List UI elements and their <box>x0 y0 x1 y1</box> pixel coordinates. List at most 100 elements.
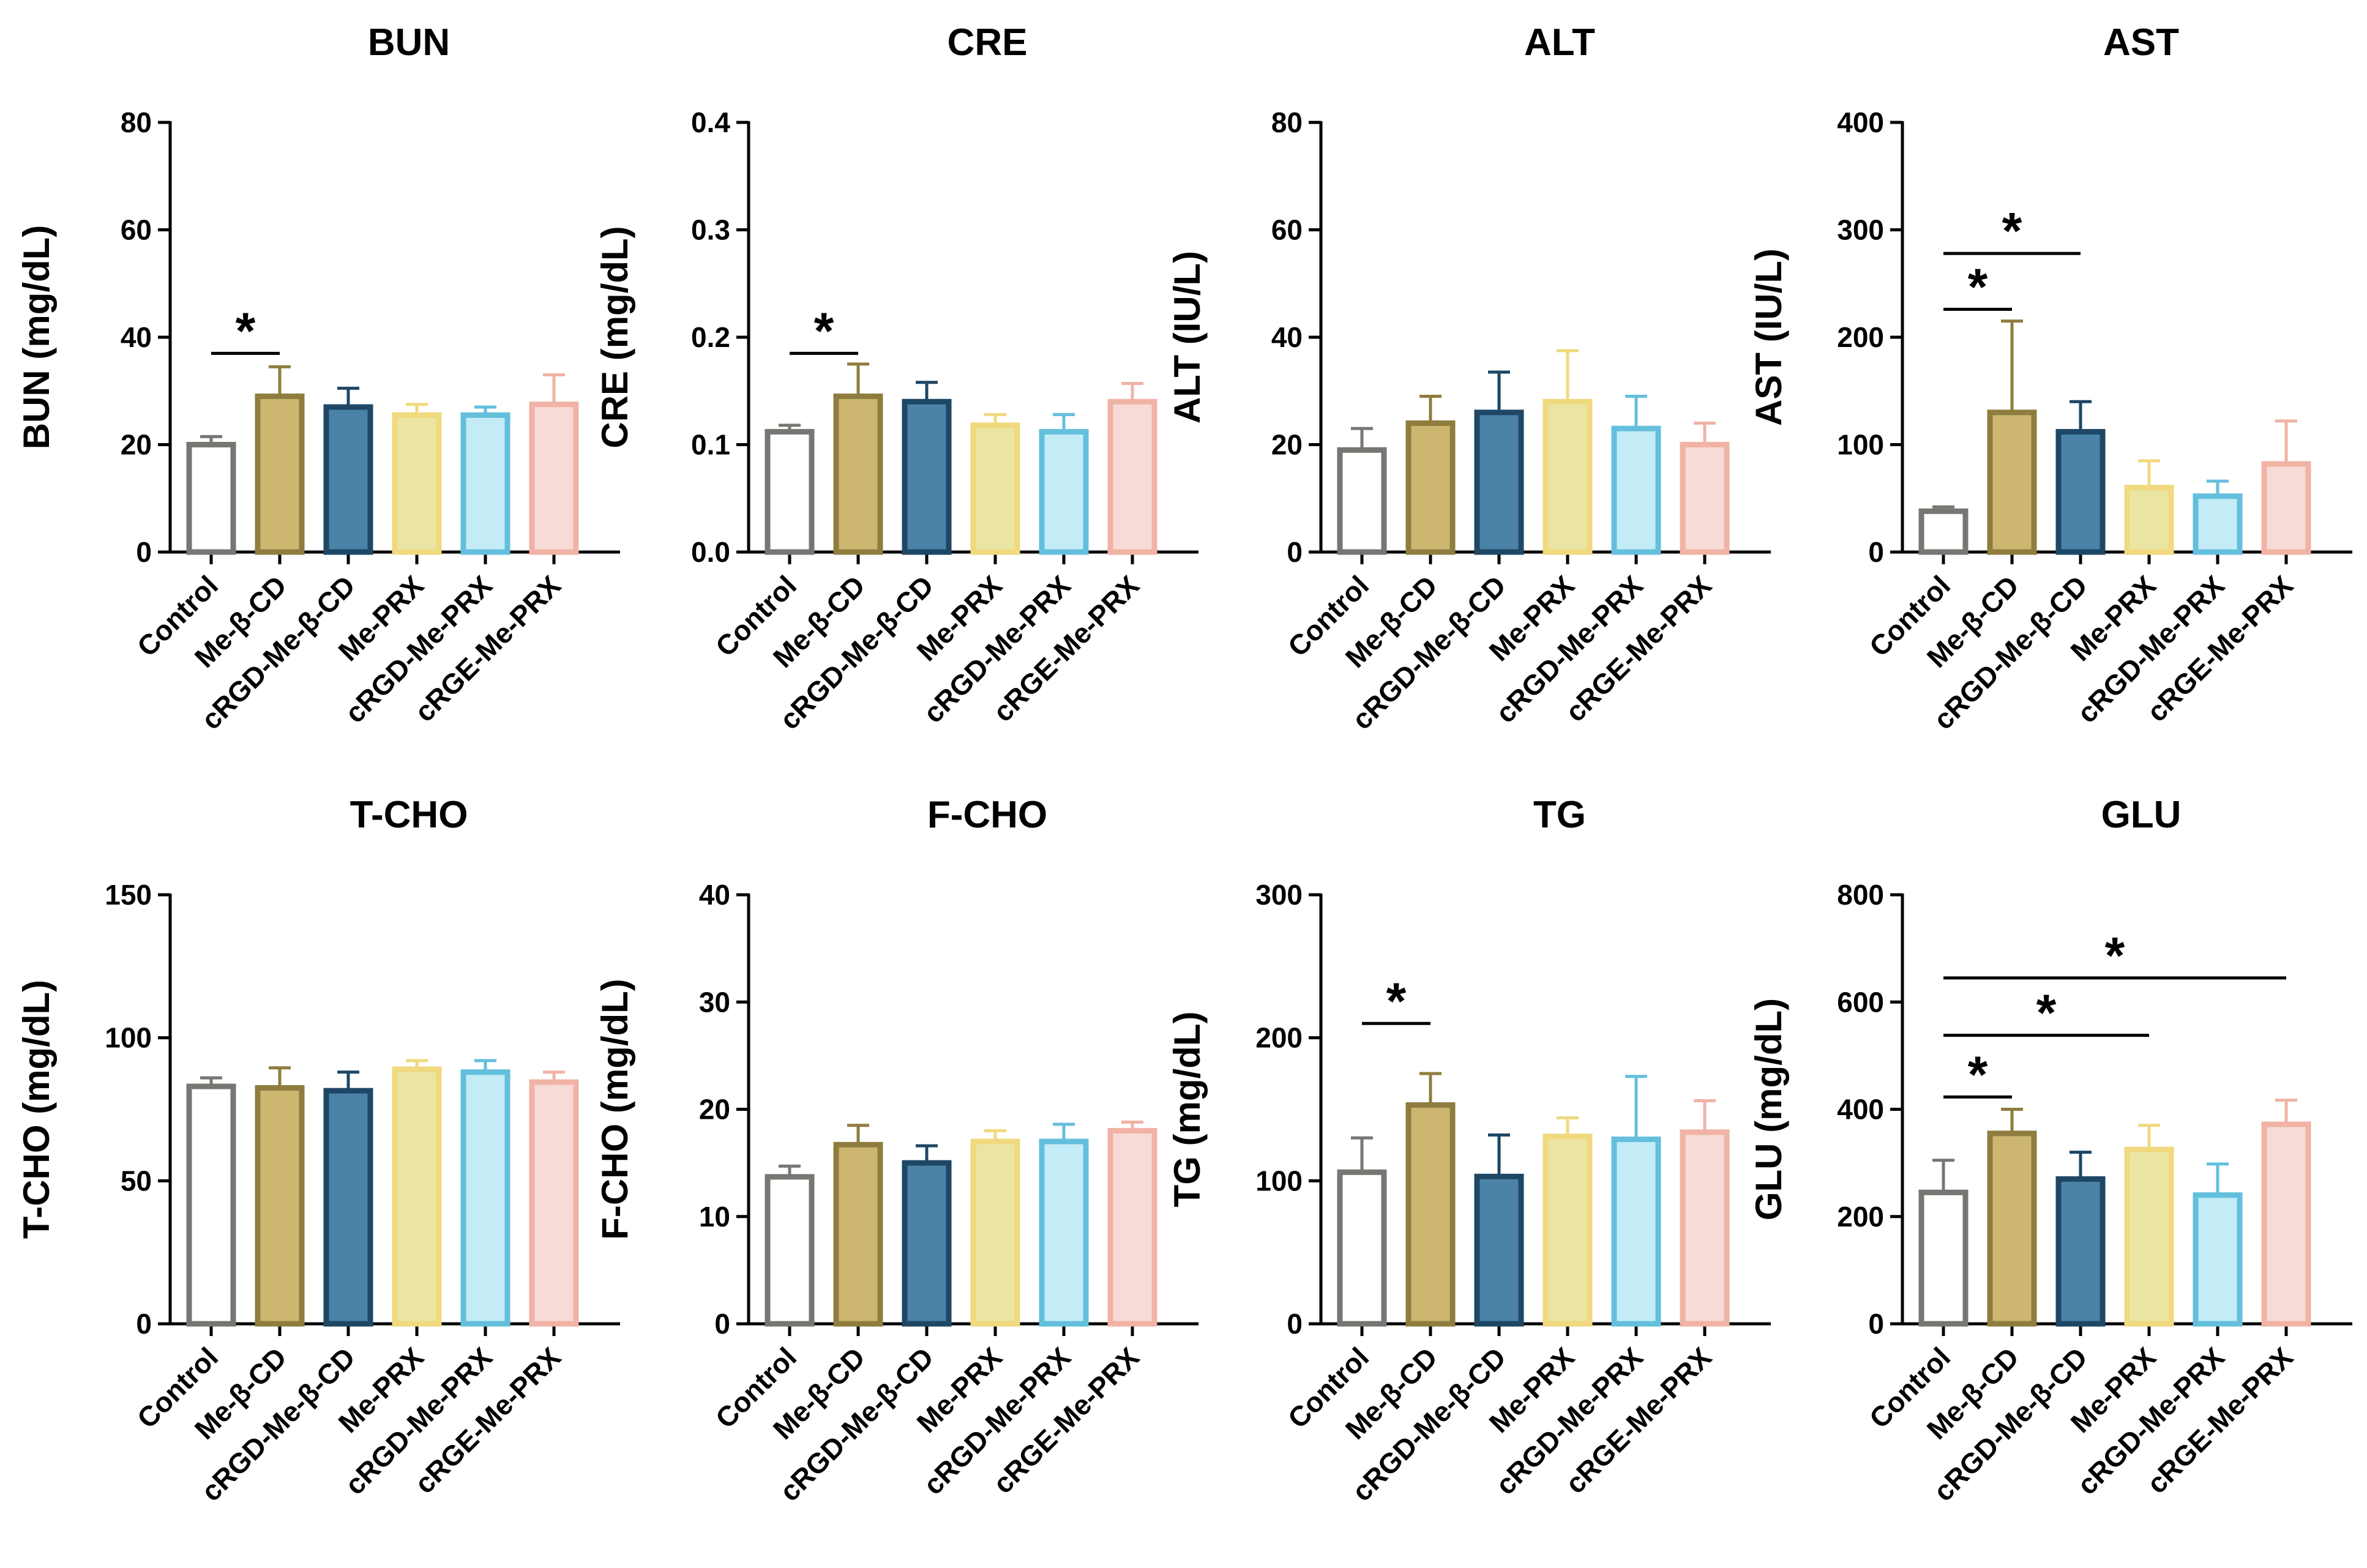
significance-star: * <box>814 302 834 359</box>
significance-star: * <box>1968 1045 1988 1103</box>
bar-crgd-me-cd <box>2055 428 2106 555</box>
y-tick-label: 40 <box>1271 321 1303 353</box>
bar-crge-me-prx <box>1107 398 1157 555</box>
bar-crge-me-prx <box>1680 442 1730 555</box>
y-tick-label: 400 <box>1837 1094 1884 1126</box>
bar-crgd-me-cd <box>2055 1176 2106 1327</box>
y-tick-label: 10 <box>699 1201 730 1233</box>
bar-me-prx <box>2124 1146 2174 1327</box>
y-tick-label: 0 <box>1287 1308 1303 1340</box>
bar-me-prx <box>392 412 442 555</box>
bar-me-cd <box>255 1085 305 1327</box>
panel-title: TG <box>1533 794 1586 836</box>
significance-star: * <box>2105 927 2125 984</box>
y-tick-label: 150 <box>105 879 152 911</box>
y-axis-title: TG (mg/dL) <box>1167 1012 1208 1208</box>
y-tick-label: 0 <box>1868 1308 1884 1340</box>
bar-crgd-me-cd <box>1474 1173 1524 1327</box>
y-tick-label: 0.0 <box>691 536 730 568</box>
bar-me-cd <box>833 1141 883 1327</box>
y-tick-label: 0.2 <box>691 321 730 353</box>
bar-control <box>186 1083 236 1327</box>
y-tick-label: 600 <box>1837 986 1884 1018</box>
panel-title: F-CHO <box>927 794 1047 836</box>
y-axis-title: BUN (mg/dL) <box>16 225 57 450</box>
bar-crge-me-prx <box>1680 1129 1730 1327</box>
y-tick-label: 20 <box>1271 429 1303 461</box>
bar-crgd-me-cd <box>1474 409 1524 555</box>
y-axis-title: CRE (mg/dL) <box>594 226 635 448</box>
bar-crge-me-prx <box>529 1079 579 1327</box>
bar-control <box>1337 1169 1387 1327</box>
y-tick-label: 200 <box>1255 1022 1303 1054</box>
bar-crgd-me-prx <box>2193 1192 2243 1327</box>
bar-me-prx <box>1542 1133 1593 1327</box>
bar-me-prx <box>2124 485 2174 555</box>
bar-crgd-me-cd <box>323 404 373 555</box>
significance-star: * <box>1968 258 1988 315</box>
bar-crgd-me-prx <box>460 412 510 555</box>
y-axis-title: GLU (mg/dL) <box>1748 998 1789 1220</box>
significance-star: * <box>2036 984 2057 1042</box>
y-tick-label: 300 <box>1837 214 1884 246</box>
bar-crgd-me-prx <box>460 1069 510 1327</box>
y-tick-label: 300 <box>1255 879 1303 911</box>
y-axis-title: AST (IU/L) <box>1748 248 1789 426</box>
bar-me-prx <box>1542 398 1593 555</box>
y-tick-label: 0 <box>714 1308 730 1340</box>
y-tick-label: 400 <box>1837 106 1884 138</box>
y-tick-label: 0.1 <box>691 429 730 461</box>
y-tick-label: 20 <box>121 429 152 461</box>
bar-crgd-me-cd <box>902 398 952 555</box>
y-tick-label: 0.4 <box>691 106 730 138</box>
y-tick-label: 30 <box>699 986 730 1018</box>
y-tick-label: 80 <box>121 106 152 138</box>
bar-crgd-me-prx <box>1611 1137 1661 1327</box>
panel-title: T-CHO <box>350 794 468 836</box>
bar-crgd-me-prx <box>1039 428 1089 555</box>
y-axis-title: F-CHO (mg/dL) <box>594 979 635 1240</box>
y-tick-label: 100 <box>1837 429 1884 461</box>
bar-crge-me-prx <box>529 401 579 555</box>
bar-me-cd <box>833 394 883 555</box>
y-axis-title: ALT (IU/L) <box>1167 251 1208 424</box>
bar-crge-me-prx <box>2261 461 2311 555</box>
bar-control <box>1918 1189 1969 1327</box>
bar-me-cd <box>1987 1130 2037 1327</box>
y-tick-label: 40 <box>121 321 152 353</box>
bar-control <box>1337 447 1387 555</box>
y-tick-label: 50 <box>121 1165 152 1197</box>
panel-title: CRE <box>948 21 1028 64</box>
bar-me-cd <box>1405 420 1456 555</box>
y-tick-label: 0 <box>136 1308 152 1340</box>
significance-star: * <box>236 302 256 359</box>
y-tick-label: 80 <box>1271 106 1303 138</box>
bar-me-prx <box>970 1138 1020 1327</box>
y-axis-title: T-CHO (mg/dL) <box>16 980 57 1239</box>
y-tick-label: 100 <box>105 1022 152 1054</box>
bar-me-cd <box>1987 409 2037 555</box>
bar-me-prx <box>970 422 1020 555</box>
y-tick-label: 0 <box>136 536 152 568</box>
bar-me-cd <box>1405 1102 1456 1327</box>
bar-crgd-me-prx <box>1611 425 1661 555</box>
panel-title: BUN <box>368 21 450 64</box>
bar-me-prx <box>392 1066 442 1327</box>
y-tick-label: 200 <box>1837 321 1884 353</box>
bar-control <box>1918 508 1969 555</box>
y-tick-label: 0 <box>1868 536 1884 568</box>
panel-title: AST <box>2103 21 2179 64</box>
panel-title: GLU <box>2101 794 2182 836</box>
y-tick-label: 800 <box>1837 879 1884 911</box>
bar-control <box>186 442 236 555</box>
bar-crgd-me-prx <box>2193 493 2243 555</box>
significance-star: * <box>2002 202 2022 259</box>
